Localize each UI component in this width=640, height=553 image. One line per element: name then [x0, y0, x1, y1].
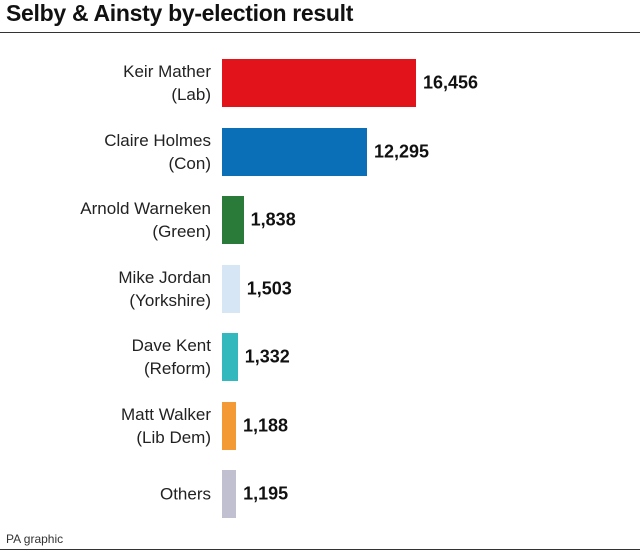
value-label: 16,456	[423, 72, 479, 93]
bottom-rule	[0, 549, 640, 550]
chart-title: Selby & Ainsty by-election result	[6, 0, 354, 26]
value-label: 1,332	[244, 346, 290, 367]
title-rule	[0, 32, 640, 33]
category-label: Dave Kent (Reform)	[131, 336, 211, 378]
bar	[222, 264, 240, 313]
value-label: 1,838	[250, 209, 296, 230]
category-label: Mike Jordan (Yorkshire)	[118, 267, 211, 310]
source: PA graphic	[6, 532, 64, 546]
category-label: Keir Mather (Lab)	[123, 62, 211, 104]
bar	[222, 196, 244, 244]
category-label: Matt Walker (Lib Dem)	[120, 404, 211, 447]
bar	[222, 470, 237, 518]
bar	[222, 333, 238, 381]
bar	[222, 401, 236, 450]
value-label: 1,503	[246, 278, 292, 298]
category-label: Others	[159, 484, 211, 504]
category-label: Arnold Warneken (Green)	[80, 199, 211, 241]
value-label: 1,188	[243, 415, 289, 435]
value-label: 12,295	[373, 141, 429, 161]
bar	[222, 59, 416, 107]
category-label: Claire Holmes (Con)	[104, 130, 211, 173]
value-label: 1,195	[243, 483, 289, 504]
bar	[222, 127, 367, 176]
